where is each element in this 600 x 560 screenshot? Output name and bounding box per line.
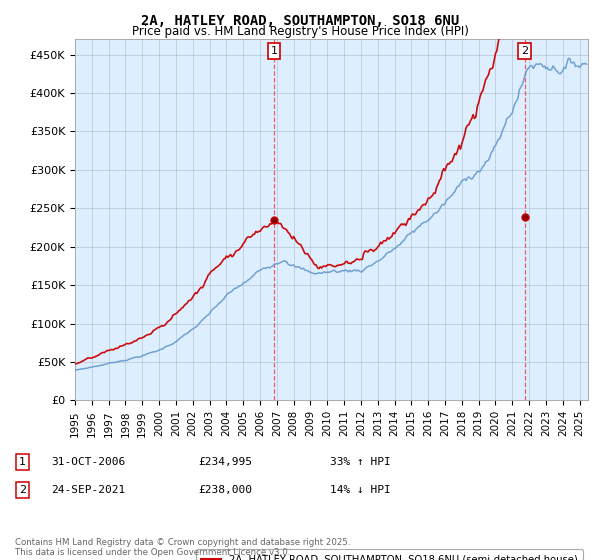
- Legend: 2A, HATLEY ROAD, SOUTHAMPTON, SO18 6NU (semi-detached house), HPI: Average price: 2A, HATLEY ROAD, SOUTHAMPTON, SO18 6NU (…: [196, 549, 583, 560]
- Text: £234,995: £234,995: [198, 457, 252, 467]
- Text: 24-SEP-2021: 24-SEP-2021: [51, 485, 125, 495]
- Text: 1: 1: [19, 457, 26, 467]
- Text: 1: 1: [271, 46, 277, 56]
- Text: 2A, HATLEY ROAD, SOUTHAMPTON, SO18 6NU: 2A, HATLEY ROAD, SOUTHAMPTON, SO18 6NU: [141, 14, 459, 28]
- Text: 14% ↓ HPI: 14% ↓ HPI: [330, 485, 391, 495]
- Text: 2: 2: [521, 46, 528, 56]
- Text: Contains HM Land Registry data © Crown copyright and database right 2025.
This d: Contains HM Land Registry data © Crown c…: [15, 538, 350, 557]
- Text: £238,000: £238,000: [198, 485, 252, 495]
- Text: 33% ↑ HPI: 33% ↑ HPI: [330, 457, 391, 467]
- Text: Price paid vs. HM Land Registry's House Price Index (HPI): Price paid vs. HM Land Registry's House …: [131, 25, 469, 38]
- Text: 2: 2: [19, 485, 26, 495]
- Text: 31-OCT-2006: 31-OCT-2006: [51, 457, 125, 467]
